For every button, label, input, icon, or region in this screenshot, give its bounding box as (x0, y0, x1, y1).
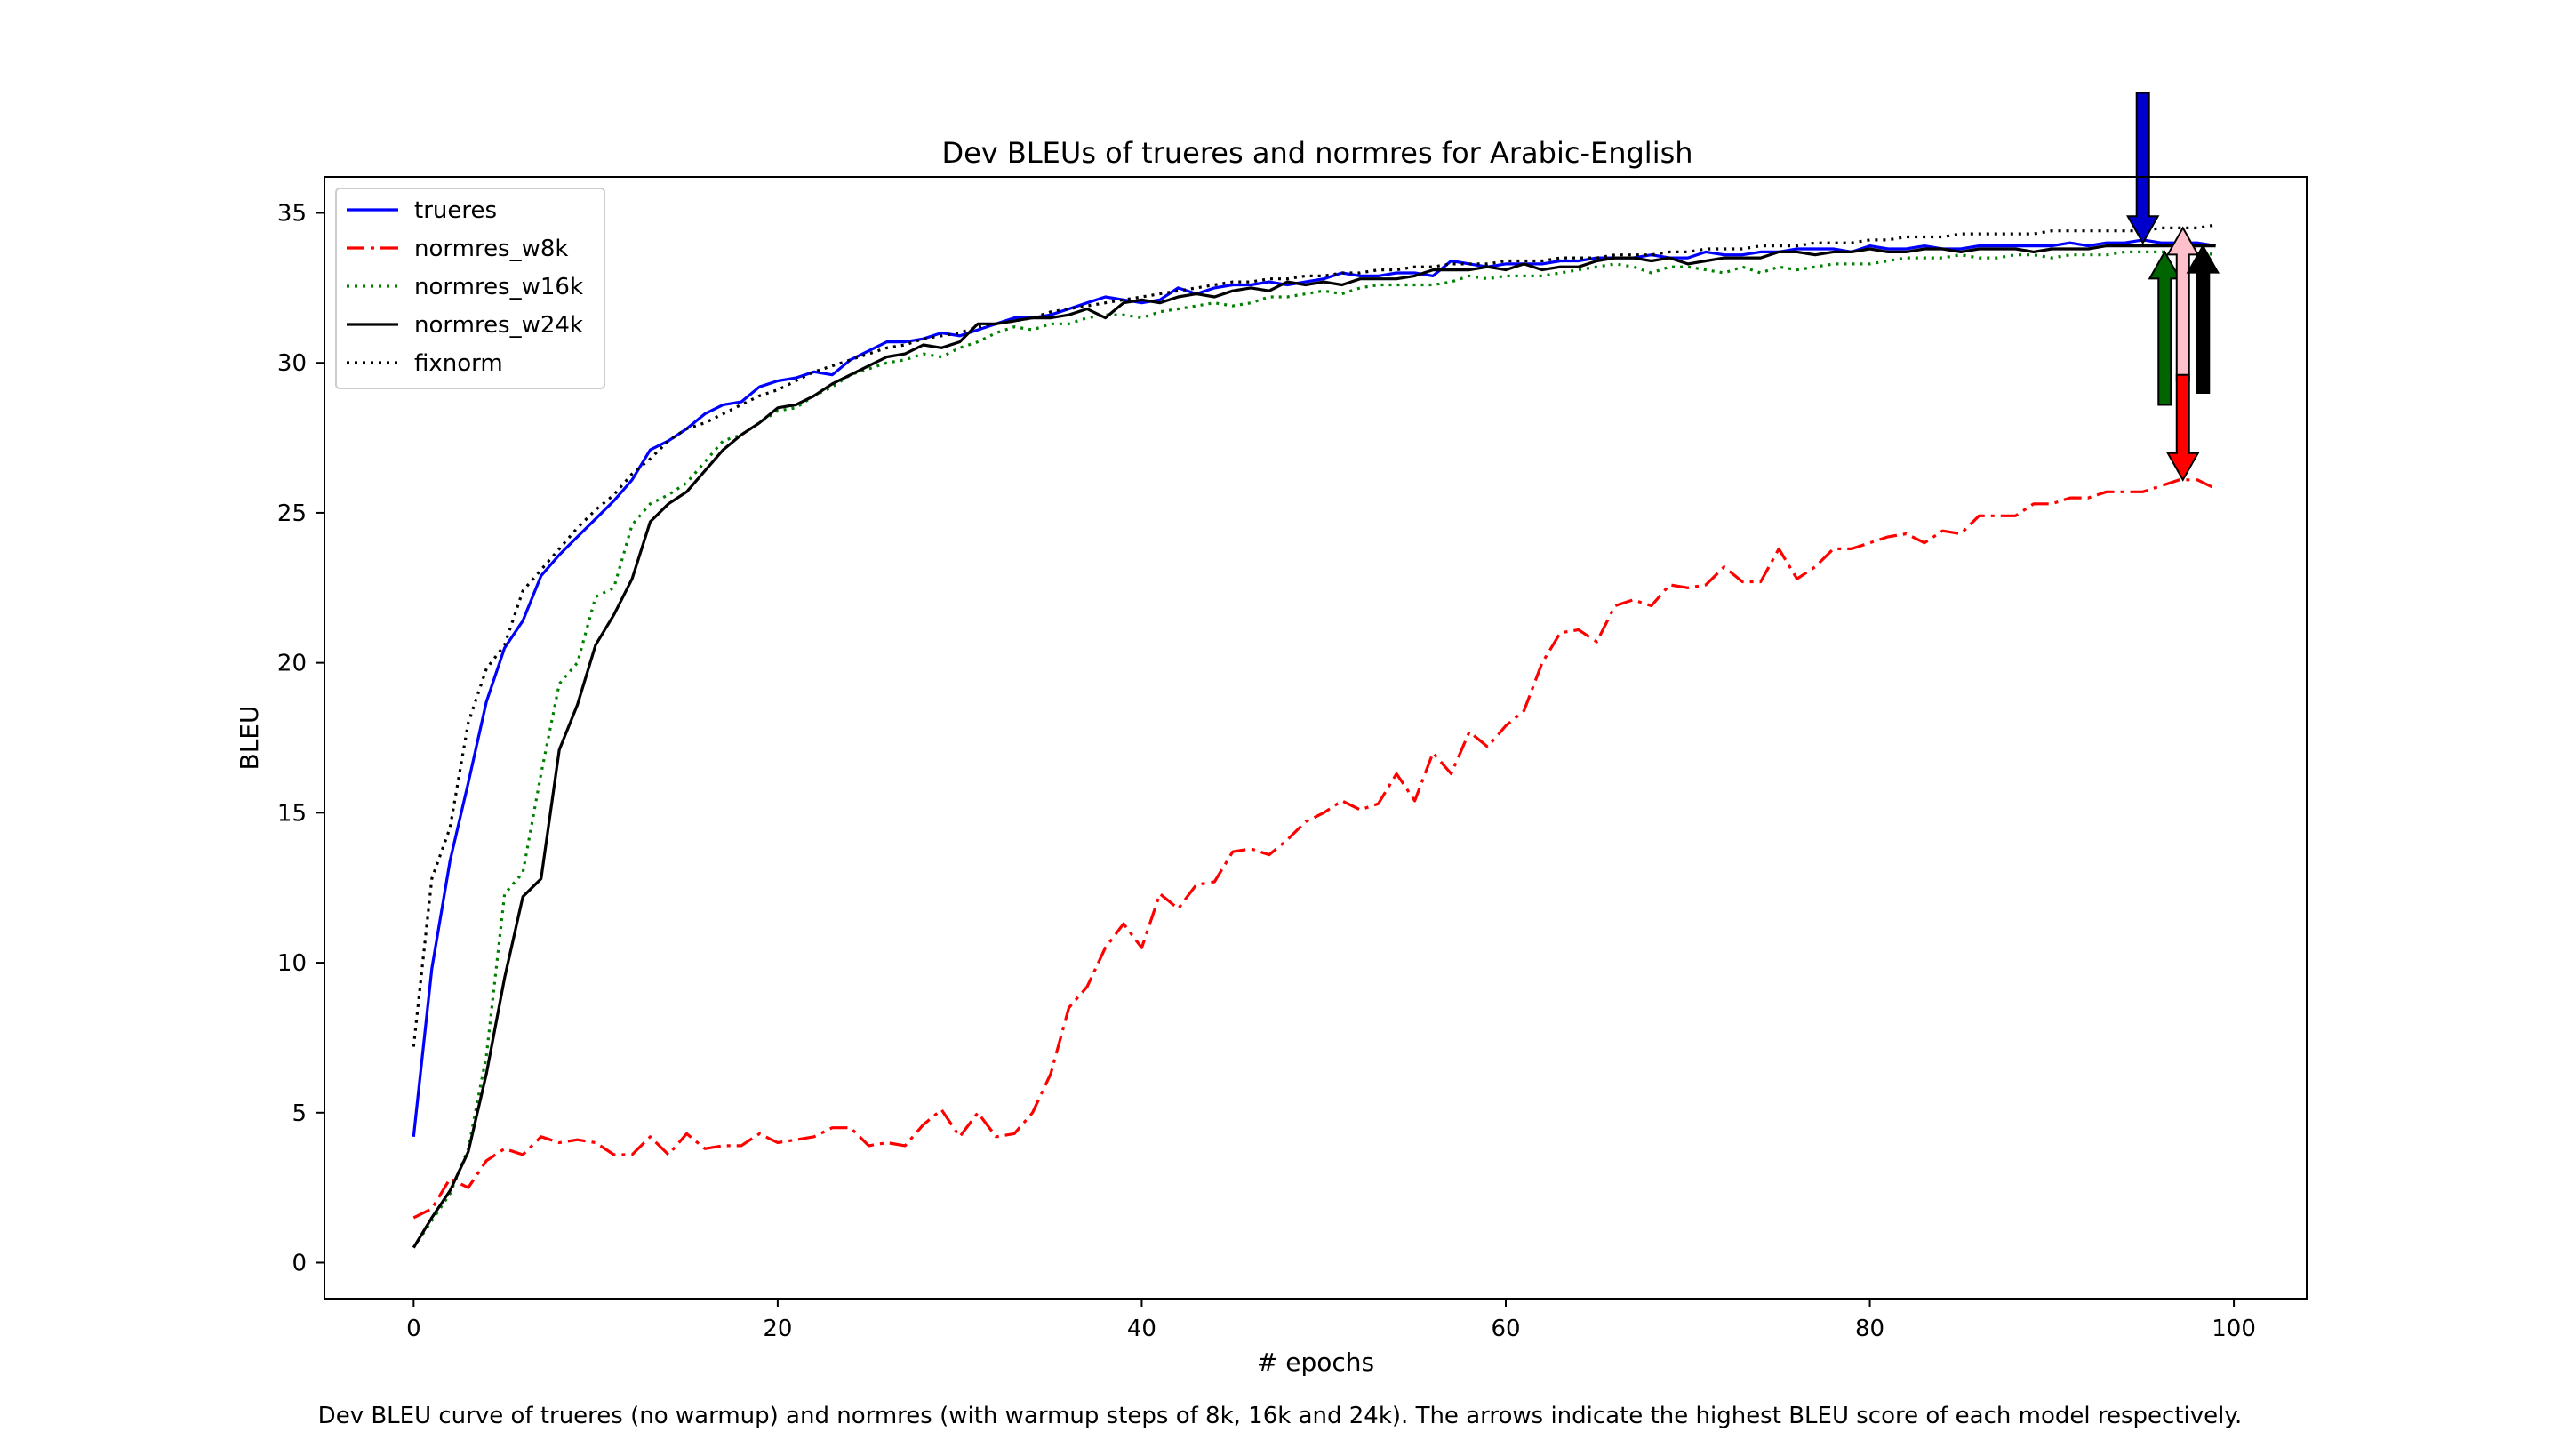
y-tick-label: 25 (277, 500, 307, 527)
series-line-normres_w16k (412, 250, 2216, 1249)
max-arrow-normres_w8k (2166, 373, 2200, 482)
y-axis: 0 5 10 15 20 25 30 35 (277, 200, 324, 1277)
x-tick-label: 100 (2212, 1316, 2256, 1342)
legend-label-fixnorm: fixnorm (414, 350, 503, 377)
y-tick-label: 35 (277, 200, 307, 227)
bleu-line-chart: Dev BLEUs of trueres and normres for Ara… (235, 92, 2308, 1377)
series-line-normres_w24k (412, 244, 2216, 1249)
x-tick-label: 60 (1491, 1316, 1520, 1342)
max-score-arrows (2125, 92, 2220, 482)
legend-label-normres_w8k: normres_w8k (414, 236, 568, 262)
y-tick-label: 0 (292, 1251, 307, 1277)
chart-title: Dev BLEUs of trueres and normres for Ara… (941, 136, 1692, 170)
y-tick-label: 30 (277, 350, 307, 377)
y-tick-label: 5 (292, 1100, 307, 1127)
legend: trueres normres_w8k normres_w16k normres_w2… (335, 188, 605, 389)
figure-caption: Dev BLEU curve of trueres (no warmup) an… (317, 1403, 2243, 1429)
y-tick-label: 15 (277, 800, 307, 827)
x-axis-label: # epochs (1257, 1348, 1374, 1377)
max-arrow-normres_w24k (2186, 244, 2220, 394)
max-arrow-normres_w16k (2148, 250, 2181, 406)
legend-label-normres_w24k: normres_w24k (414, 312, 583, 339)
series-line-fixnorm (412, 223, 2216, 1047)
x-tick-label: 40 (1127, 1316, 1156, 1342)
x-tick-label: 80 (1855, 1316, 1884, 1342)
legend-label-normres_w16k: normres_w16k (414, 274, 583, 300)
legend-box (335, 188, 605, 389)
max-arrow-fixnorm (2166, 226, 2200, 382)
y-tick-label: 10 (277, 950, 307, 977)
y-tick-label: 20 (277, 651, 307, 677)
max-arrow-trueres (2125, 92, 2160, 245)
x-axis: 0 20 40 60 80 100 (406, 1299, 2256, 1342)
series-line-trueres (412, 238, 2216, 1137)
plot-area (324, 176, 2308, 1300)
legend-label-trueres: trueres (414, 197, 497, 224)
x-tick-label: 0 (406, 1316, 421, 1342)
x-tick-label: 20 (763, 1316, 792, 1342)
series-line-normres_w8k (412, 478, 2217, 1220)
y-axis-label: BLEU (235, 706, 264, 771)
